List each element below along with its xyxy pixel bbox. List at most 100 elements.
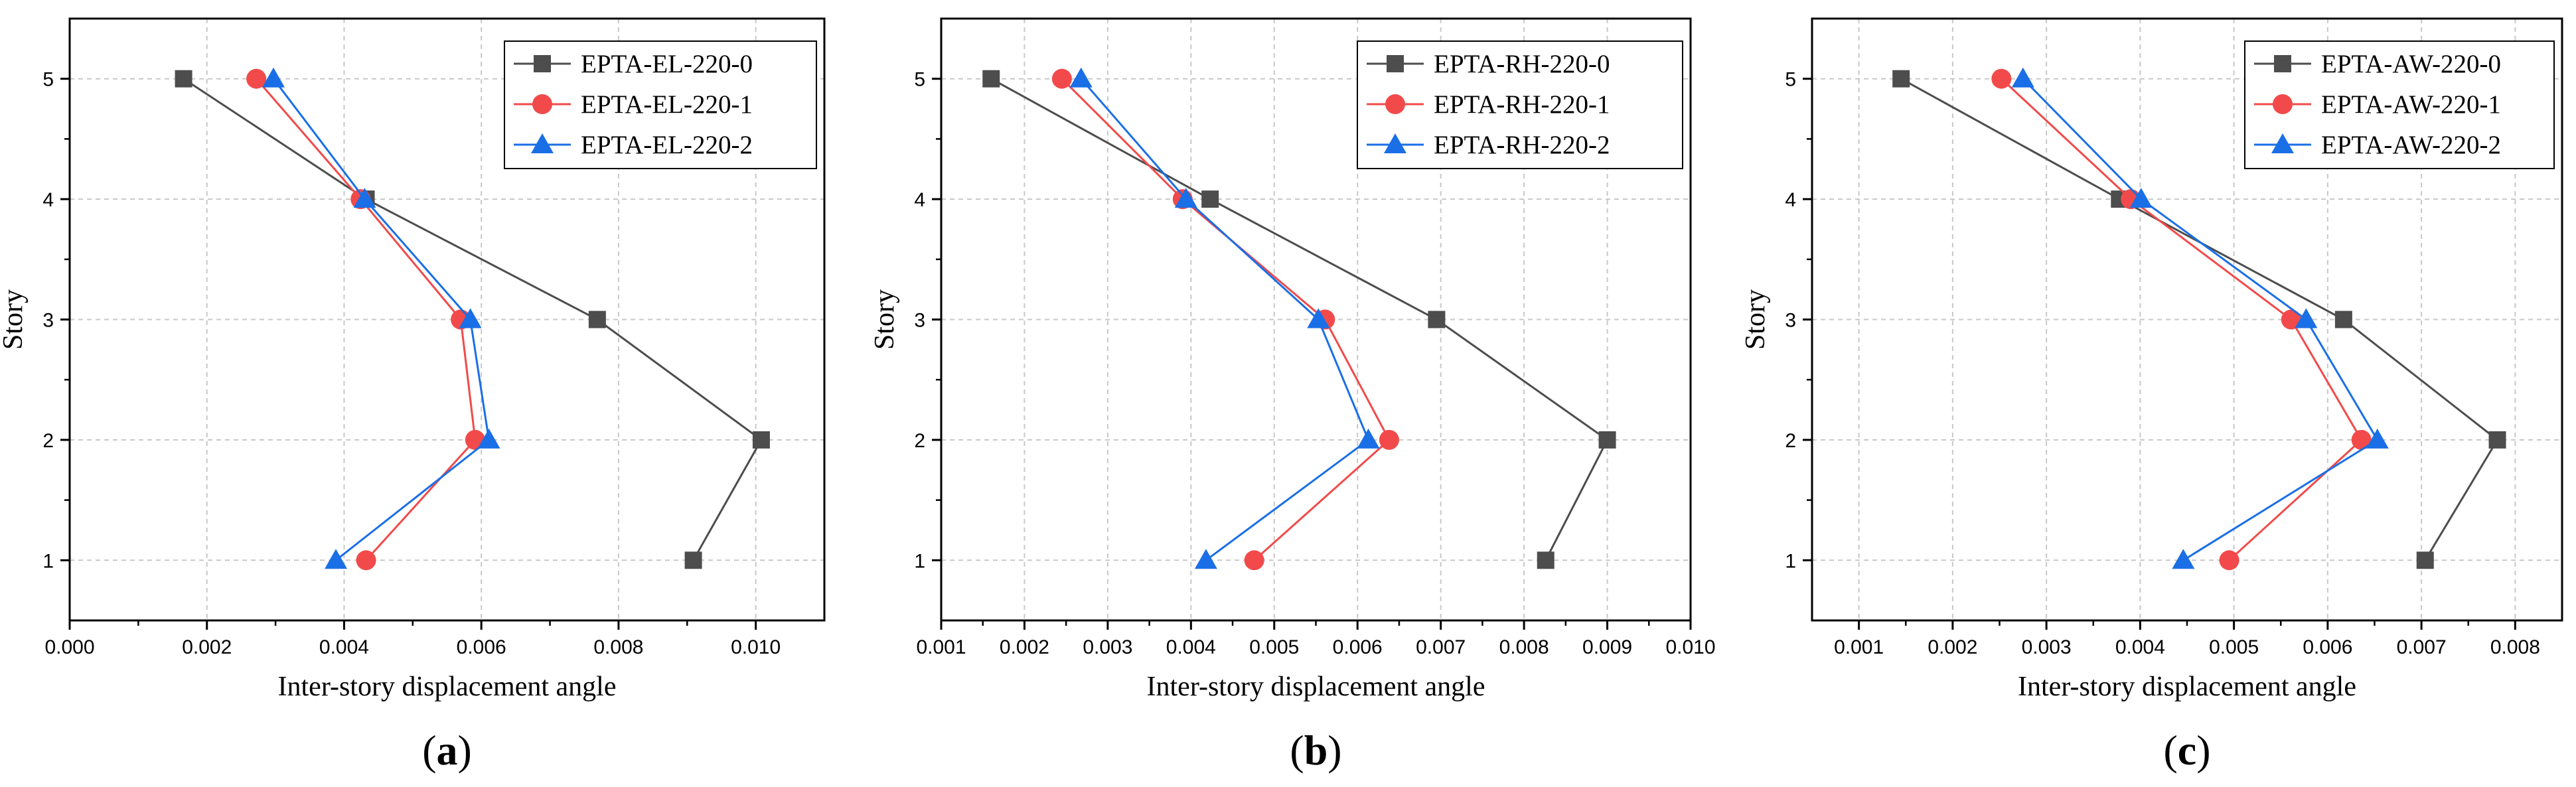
legend-entry: EPTA-AW-220-2 xyxy=(2254,131,2501,159)
legend-marker-square xyxy=(1387,55,1404,72)
y-tick-label: 4 xyxy=(1785,189,1796,211)
legend-marker-circle xyxy=(1385,94,1405,114)
data-point-triangle xyxy=(1069,67,1093,88)
legend-marker-circle xyxy=(532,94,552,114)
x-tick-label: 0.002 xyxy=(1928,636,1977,658)
legend-marker-square xyxy=(534,55,551,72)
y-tick-label: 2 xyxy=(1785,430,1796,452)
data-point-circle xyxy=(2351,429,2372,450)
x-tick-label: 0.003 xyxy=(1083,636,1132,658)
legend-marker-circle xyxy=(2273,94,2293,114)
legend-label: EPTA-AW-220-2 xyxy=(2321,131,2501,159)
data-point-square xyxy=(2334,311,2352,328)
x-tick-label: 0.000 xyxy=(44,636,94,658)
data-point-square xyxy=(684,551,702,569)
legend-entry: EPTA-AW-220-0 xyxy=(2254,50,2501,78)
x-tick-label: 0.003 xyxy=(2022,636,2072,658)
x-tick-label: 0.005 xyxy=(1249,636,1299,658)
y-tick-label: 4 xyxy=(914,189,925,211)
data-point-triangle xyxy=(2172,549,2195,569)
x-tick-label: 0.002 xyxy=(182,636,232,658)
y-axis-title: Story xyxy=(1740,289,1771,350)
panel-label: (c) xyxy=(2163,727,2210,774)
data-point-square xyxy=(1598,431,1616,449)
y-tick-label: 5 xyxy=(914,69,925,91)
legend: EPTA-EL-220-0 EPTA-EL-220-1 EPTA-EL-220-2 xyxy=(504,40,817,169)
data-point-square xyxy=(1428,311,1446,328)
y-tick-label: 3 xyxy=(42,310,54,332)
data-point-triangle xyxy=(1174,188,1197,208)
x-tick-label: 0.008 xyxy=(593,636,643,658)
y-tick-label: 3 xyxy=(1785,310,1796,332)
y-tick-label: 2 xyxy=(914,430,925,452)
legend-marker-square xyxy=(2274,55,2291,72)
data-point-triangle xyxy=(477,428,500,449)
x-axis-title: Inter-story displacement angle xyxy=(278,672,617,702)
x-axis-title: Inter-story displacement angle xyxy=(1147,672,1485,702)
x-tick-label: 0.001 xyxy=(1834,636,1884,658)
series-epta-el-220-0 xyxy=(175,70,770,569)
data-point-circle xyxy=(1991,68,2012,89)
legend-entry: EPTA-EL-220-1 xyxy=(514,90,753,119)
x-tick-label: 0.007 xyxy=(1416,636,1466,658)
series-epta-rh-220-0 xyxy=(982,70,1616,569)
legend: EPTA-RH-220-0 EPTA-RH-220-1 EPTA-RH-220-2 xyxy=(1357,40,1683,169)
y-tick-label: 1 xyxy=(914,550,925,572)
data-point-square xyxy=(982,70,1000,88)
x-tick-label: 0.006 xyxy=(1333,636,1383,658)
series-epta-el-220-2 xyxy=(262,67,500,569)
y-tick-label: 1 xyxy=(42,550,54,572)
data-point-square xyxy=(2416,551,2434,569)
legend-label: EPTA-AW-220-0 xyxy=(2321,50,2501,78)
data-point-square xyxy=(752,431,770,449)
y-tick-label: 3 xyxy=(914,310,925,332)
data-point-circle xyxy=(1244,550,1264,571)
legend-label: EPTA-RH-220-0 xyxy=(1434,50,1610,78)
x-axis-title: Inter-story displacement angle xyxy=(2018,672,2356,702)
legend-label: EPTA-EL-220-1 xyxy=(581,90,753,119)
x-tick-label: 0.006 xyxy=(457,636,506,658)
x-tick-label: 0.010 xyxy=(731,636,781,658)
legend-entry: EPTA-RH-220-2 xyxy=(1367,131,1610,159)
x-tick-label: 0.007 xyxy=(2397,636,2447,658)
panel-label: (b) xyxy=(1290,727,1341,774)
x-tick-label: 0.005 xyxy=(2209,636,2259,658)
data-point-square xyxy=(2488,431,2506,449)
data-point-triangle xyxy=(2295,308,2318,328)
legend-label: EPTA-EL-220-0 xyxy=(581,50,753,78)
legend-label: EPTA-RH-220-2 xyxy=(1434,131,1610,159)
data-point-circle xyxy=(2219,550,2239,571)
x-tick-label: 0.004 xyxy=(2115,636,2165,658)
data-point-triangle xyxy=(2366,428,2389,449)
data-point-square xyxy=(1537,551,1554,569)
y-tick-label: 5 xyxy=(1785,69,1796,91)
x-tick-label: 0.010 xyxy=(1665,636,1715,658)
legend-entry: EPTA-RH-220-1 xyxy=(1367,90,1610,119)
data-point-circle xyxy=(2281,309,2301,330)
data-point-circle xyxy=(1379,429,1399,450)
chart-panel-c: 0.001 0.002 0.003 0.004 0.005 0.006 0.007 0.008… xyxy=(1740,17,2563,774)
x-tick-label: 0.002 xyxy=(1000,636,1049,658)
panel-label: (a) xyxy=(422,727,472,774)
legend-entry: EPTA-AW-220-1 xyxy=(2254,90,2501,119)
legend-marker-triangle xyxy=(2271,133,2294,153)
y-tick-label: 1 xyxy=(1785,550,1796,572)
data-point-square xyxy=(175,70,192,88)
legend-entry: EPTA-EL-220-2 xyxy=(514,131,753,159)
data-point-square xyxy=(588,311,606,328)
data-point-circle xyxy=(1051,68,1072,89)
legend-label: EPTA-EL-220-2 xyxy=(581,131,753,159)
y-tick-label: 2 xyxy=(42,430,54,452)
x-tick-label: 0.004 xyxy=(1166,636,1216,658)
data-point-triangle xyxy=(459,308,482,328)
data-point-triangle xyxy=(2129,188,2153,208)
chart-panel-b: 0.001 0.002 0.003 0.004 0.005 0.006 0.007 0.008… xyxy=(870,17,1716,774)
data-point-triangle xyxy=(2011,67,2034,88)
y-tick-label: 4 xyxy=(42,189,54,211)
x-tick-label: 0.008 xyxy=(2490,636,2540,658)
y-tick-label: 5 xyxy=(42,69,54,91)
chart-panel-a: 0.000 0.002 0.004 0.006 0.008 0.010 1 2 3 4 5 Inter… xyxy=(0,17,826,774)
x-tick-label: 0.009 xyxy=(1582,636,1632,658)
legend-entry: EPTA-EL-220-0 xyxy=(514,50,753,78)
